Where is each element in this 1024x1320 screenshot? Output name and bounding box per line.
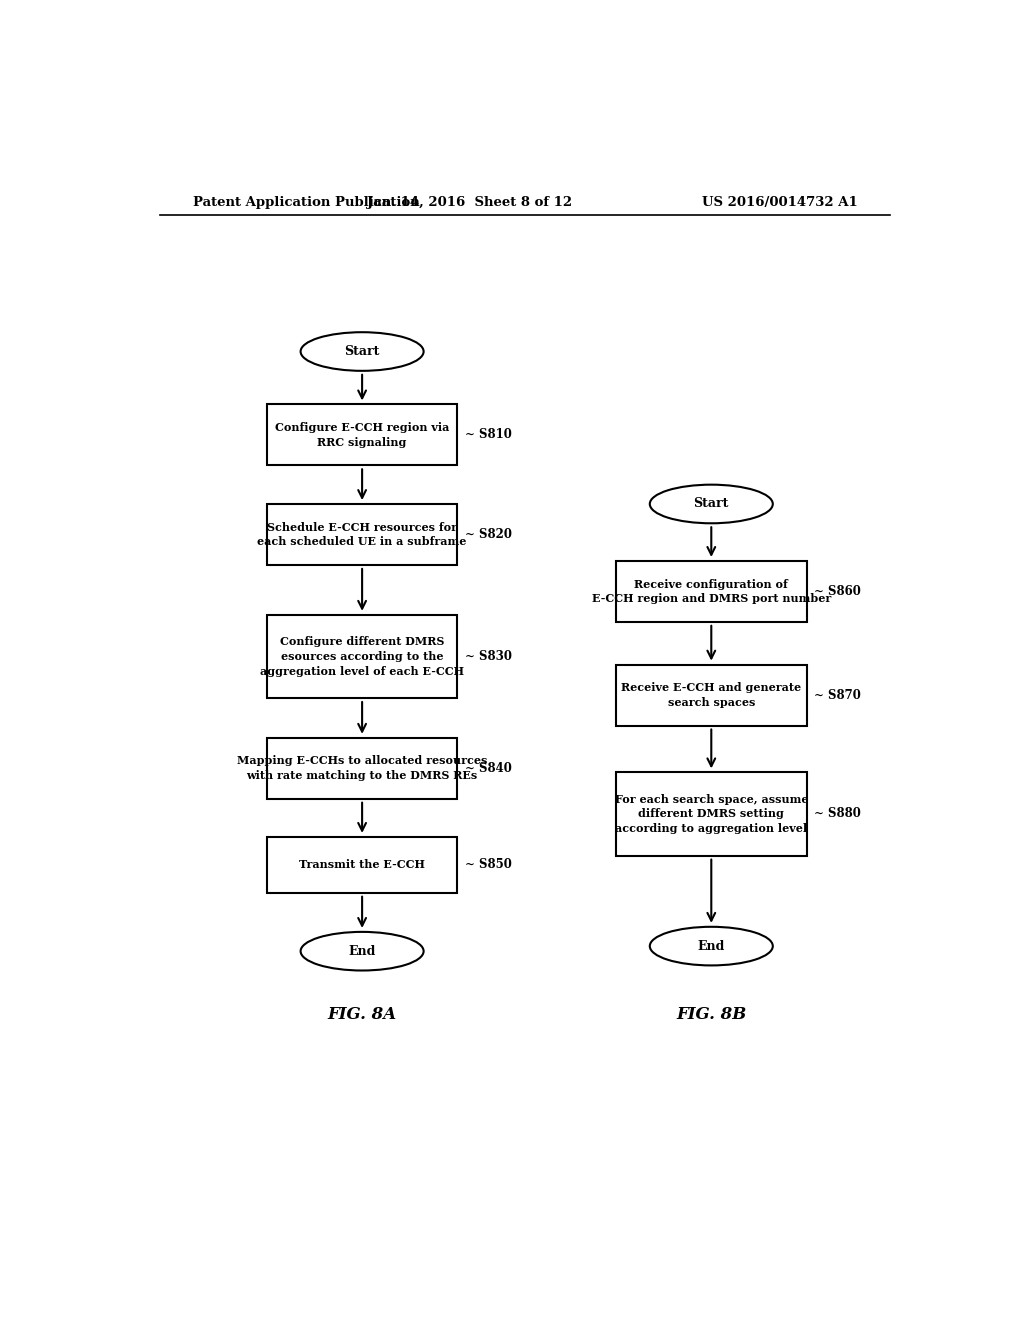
Ellipse shape [301, 333, 424, 371]
FancyBboxPatch shape [616, 664, 807, 726]
Ellipse shape [650, 927, 773, 965]
Text: ~ S820: ~ S820 [465, 528, 512, 541]
Text: Transmit the E-CCH: Transmit the E-CCH [299, 859, 425, 870]
Text: Mapping E-CCHs to allocated resources
with rate matching to the DMRS REs: Mapping E-CCHs to allocated resources wi… [237, 755, 487, 781]
Text: ~ S850: ~ S850 [465, 858, 512, 871]
Text: Configure E-CCH region via
RRC signaling: Configure E-CCH region via RRC signaling [274, 422, 450, 447]
FancyBboxPatch shape [267, 738, 458, 799]
Text: Jan. 14, 2016  Sheet 8 of 12: Jan. 14, 2016 Sheet 8 of 12 [367, 195, 571, 209]
FancyBboxPatch shape [267, 404, 458, 466]
Text: ~ S810: ~ S810 [465, 429, 512, 441]
FancyBboxPatch shape [616, 561, 807, 622]
Text: US 2016/0014732 A1: US 2016/0014732 A1 [702, 195, 858, 209]
Text: ~ S880: ~ S880 [814, 808, 861, 821]
Text: Start: Start [693, 498, 729, 511]
Text: For each search space, assume
different DMRS setting
according to aggregation le: For each search space, assume different … [614, 793, 808, 834]
FancyBboxPatch shape [267, 504, 458, 565]
Text: ~ S830: ~ S830 [465, 649, 512, 663]
Text: Configure different DMRS
esources according to the
aggregation level of each E-C: Configure different DMRS esources accord… [260, 636, 464, 677]
Text: ~ S870: ~ S870 [814, 689, 861, 701]
Text: End: End [348, 945, 376, 958]
FancyBboxPatch shape [267, 615, 458, 698]
Ellipse shape [301, 932, 424, 970]
Text: End: End [697, 940, 725, 953]
Ellipse shape [650, 484, 773, 523]
Text: ~ S840: ~ S840 [465, 762, 512, 775]
FancyBboxPatch shape [616, 772, 807, 855]
Text: Receive configuration of
E-CCH region and DMRS port number: Receive configuration of E-CCH region an… [592, 578, 830, 605]
Text: Patent Application Publication: Patent Application Publication [194, 195, 420, 209]
Text: Schedule E-CCH resources for
each scheduled UE in a subframe: Schedule E-CCH resources for each schedu… [257, 521, 467, 548]
Text: FIG. 8B: FIG. 8B [676, 1006, 746, 1023]
Text: FIG. 8A: FIG. 8A [328, 1006, 396, 1023]
Text: Receive E-CCH and generate
search spaces: Receive E-CCH and generate search spaces [622, 682, 802, 708]
Text: Start: Start [344, 345, 380, 358]
Text: ~ S860: ~ S860 [814, 585, 861, 598]
FancyBboxPatch shape [267, 837, 458, 892]
